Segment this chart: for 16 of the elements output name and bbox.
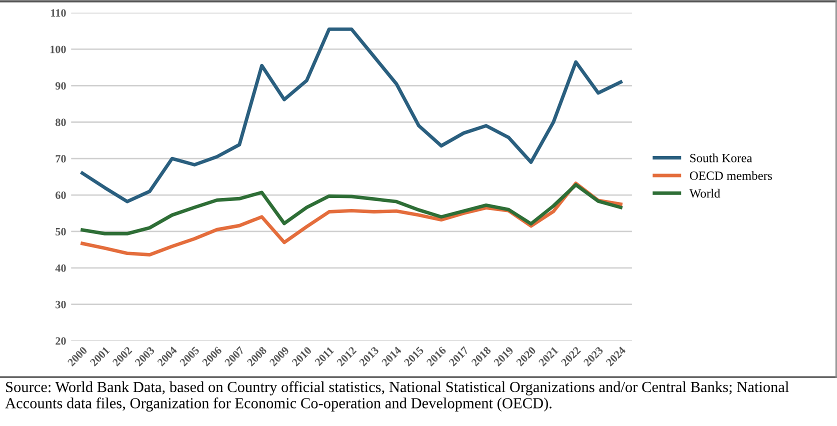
y-tick-label: 20 — [56, 337, 66, 345]
y-tick-label: 100 — [50, 46, 66, 54]
y-tick-label: 80 — [56, 118, 66, 126]
line-series — [80, 27, 622, 204]
y-tick-label: 30 — [56, 300, 66, 308]
y-tick-label: 70 — [56, 155, 66, 163]
y-tick-label: 110 — [51, 9, 66, 17]
line-series — [80, 183, 622, 236]
y-tick-label: 40 — [55, 264, 66, 272]
legend-label: OECD members — [690, 171, 772, 180]
y-tick-label: 60 — [56, 191, 66, 199]
legend-label: South Korea — [690, 154, 752, 162]
legend-label: World — [689, 188, 720, 198]
y-tick-label: 90 — [55, 82, 66, 90]
source-note: Source: World Bank Data, based on Country official statistics, National Statistical Organizations and/or Central Banks; National Accounts data files, Organization for Economic Co-operation and Development (OECD). — [5, 381, 789, 412]
y-tick-label: 50 — [56, 228, 66, 236]
